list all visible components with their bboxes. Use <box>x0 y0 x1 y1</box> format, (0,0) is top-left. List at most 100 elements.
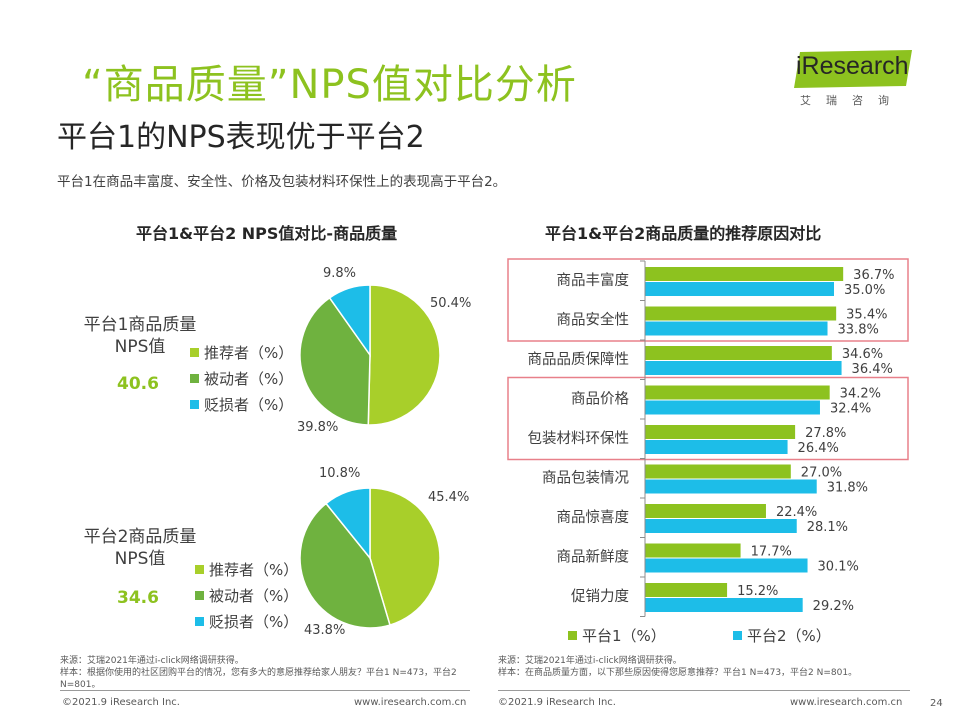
legend-swatch-platform1 <box>568 631 577 640</box>
pie1-label-passive: 39.8% <box>297 420 339 435</box>
bar-platform1 <box>645 306 837 321</box>
footer-left-copyright: ©2021.9 iResearch Inc. <box>62 697 180 708</box>
pie-slice-promoter <box>367 284 441 426</box>
data-label-platform2: 33.8% <box>838 323 879 338</box>
data-label-platform2: 31.8% <box>827 481 868 496</box>
pie2-legend-item: 推荐者（%） <box>195 557 298 583</box>
pie1-legend: 推荐者（%） 被动者（%） 贬损者（%） <box>190 340 293 418</box>
data-label-platform2: 30.1% <box>818 560 859 575</box>
bar-platform2 <box>645 479 817 494</box>
highlight-box <box>507 258 909 342</box>
category-label: 商品丰富度 <box>557 271 630 289</box>
page-subtitle: 平台1的NPS表现优于平台2 <box>57 120 425 155</box>
category-label: 商品惊喜度 <box>557 509 630 526</box>
pie2-label-detractor: 10.8% <box>319 466 361 481</box>
pie1-legend-item: 推荐者（%） <box>190 340 293 366</box>
legend-swatch-promoter <box>190 348 199 357</box>
highlight-box <box>507 376 909 461</box>
bar-platform2 <box>645 598 803 612</box>
legend-swatch-detractor <box>195 617 204 626</box>
page-title: “商品质量”NPS值对比分析 <box>82 62 577 108</box>
logo-cn-text: 艾瑞咨询 <box>800 94 904 107</box>
footer-right-divider <box>498 690 910 691</box>
bar-legend-platform2: 平台2（%） <box>733 625 831 646</box>
pie-chart-title: 平台1&平台2 NPS值对比-商品质量 <box>136 224 398 243</box>
category-label: 商品安全性 <box>557 311 630 329</box>
pie-slice-detractor <box>325 487 371 561</box>
data-label-platform1: 27.0% <box>801 466 842 481</box>
footer-right-source: 来源：艾瑞2021年通过i-click网络调研获得。 样本：在商品质量方面，以下… <box>498 656 858 678</box>
page-number: 24 <box>930 698 943 709</box>
legend-swatch-promoter <box>195 565 204 574</box>
data-label-platform1: 17.7% <box>751 545 792 560</box>
bar-platform2 <box>645 519 797 533</box>
pie2-label-passive: 43.8% <box>304 623 346 638</box>
data-label-platform2: 26.4% <box>798 441 839 456</box>
bar-platform1 <box>645 583 728 597</box>
category-label: 商品新鲜度 <box>557 549 630 566</box>
data-label-platform1: 35.4% <box>846 308 887 323</box>
pie2-name-line1: 平台2商品质量 <box>83 527 197 547</box>
data-label-platform2: 36.4% <box>852 362 893 377</box>
pie2-label-promoter: 45.4% <box>428 490 470 505</box>
bar-platform2 <box>645 282 834 296</box>
data-label-platform2: 29.2% <box>813 599 854 614</box>
pie-slice-passive <box>299 502 391 629</box>
bar-platform1 <box>645 425 796 439</box>
pie-slice-promoter <box>369 487 441 627</box>
bar-platform1 <box>645 464 791 479</box>
pie-chart-platform1 <box>299 284 441 426</box>
bar-platform2 <box>645 558 808 573</box>
data-label-platform2: 32.4% <box>830 402 871 417</box>
pie2-legend: 推荐者（%） 被动者（%） 贬损者（%） <box>195 557 298 635</box>
category-label: 商品包装情况 <box>542 470 629 487</box>
pie-chart-platform2 <box>299 487 441 629</box>
bar-platform1 <box>645 267 844 281</box>
pie-slice-detractor <box>328 284 371 358</box>
pie1-legend-item: 贬损者（%） <box>190 392 293 418</box>
footer-left-url[interactable]: www.iresearch.com.cn <box>354 697 467 708</box>
pie1-name-line1: 平台1商品质量 <box>83 315 197 335</box>
category-label: 包装材料环保性 <box>528 430 630 447</box>
footer-left-divider <box>60 690 470 691</box>
bar-platform1 <box>645 346 832 360</box>
data-label-platform1: 34.2% <box>840 387 881 402</box>
pie1-label-detractor: 9.8% <box>323 266 357 281</box>
footer-left-source: 来源：艾瑞2021年通过i-click网络调研获得。 样本：根据你使用的社区团购… <box>60 656 457 690</box>
pie1-label-promoter: 50.4% <box>430 296 472 311</box>
pie2-name-line2: NPS值 <box>114 549 166 569</box>
bar-chart-title: 平台1&平台2商品质量的推荐原因对比 <box>545 224 822 243</box>
bar-chart: 商品丰富度 36.7%35.0% 商品安全性 35.4%33.8% 商品品质保障性 34.… <box>507 258 909 617</box>
bar-platform2 <box>645 440 788 454</box>
footer-right-copyright: ©2021.9 iResearch Inc. <box>498 697 616 708</box>
pie2-legend-item: 贬损者（%） <box>195 609 298 635</box>
legend-swatch-detractor <box>190 400 199 409</box>
iresearch-logo-shape <box>794 50 912 88</box>
pie2-legend-item: 被动者（%） <box>195 583 298 609</box>
category-label: 商品价格 <box>571 391 629 408</box>
data-label-platform1: 36.7% <box>853 268 894 283</box>
pie1-legend-item: 被动者（%） <box>190 366 293 392</box>
data-label-platform1: 34.6% <box>842 347 883 362</box>
pie-slice-passive <box>299 296 371 426</box>
bar-platform1 <box>645 504 766 518</box>
bar-platform1 <box>645 385 830 400</box>
footer-right-url[interactable]: www.iresearch.com.cn <box>790 697 903 708</box>
pie1-name: 平台1商品质量 NPS值 <box>50 314 230 358</box>
bar-platform2 <box>645 400 820 415</box>
logo-text: iResearch <box>796 52 909 80</box>
pie2-nps-value: 34.6 <box>117 588 159 608</box>
legend-swatch-passive <box>195 591 204 600</box>
bar-legend-platform1: 平台1（%） <box>568 625 666 646</box>
category-label: 促销力度 <box>571 588 629 605</box>
pie1-nps-value: 40.6 <box>117 374 159 394</box>
data-label-platform1: 15.2% <box>737 584 778 599</box>
data-label-platform2: 35.0% <box>844 283 885 298</box>
bar-platform2 <box>645 361 842 375</box>
data-label-platform1: 22.4% <box>776 505 817 520</box>
category-label: 商品品质保障性 <box>528 350 630 368</box>
data-label-platform2: 28.1% <box>807 520 848 535</box>
legend-swatch-platform2 <box>733 631 742 640</box>
data-label-platform1: 27.8% <box>805 426 846 441</box>
pie1-name-line2: NPS值 <box>114 337 166 357</box>
